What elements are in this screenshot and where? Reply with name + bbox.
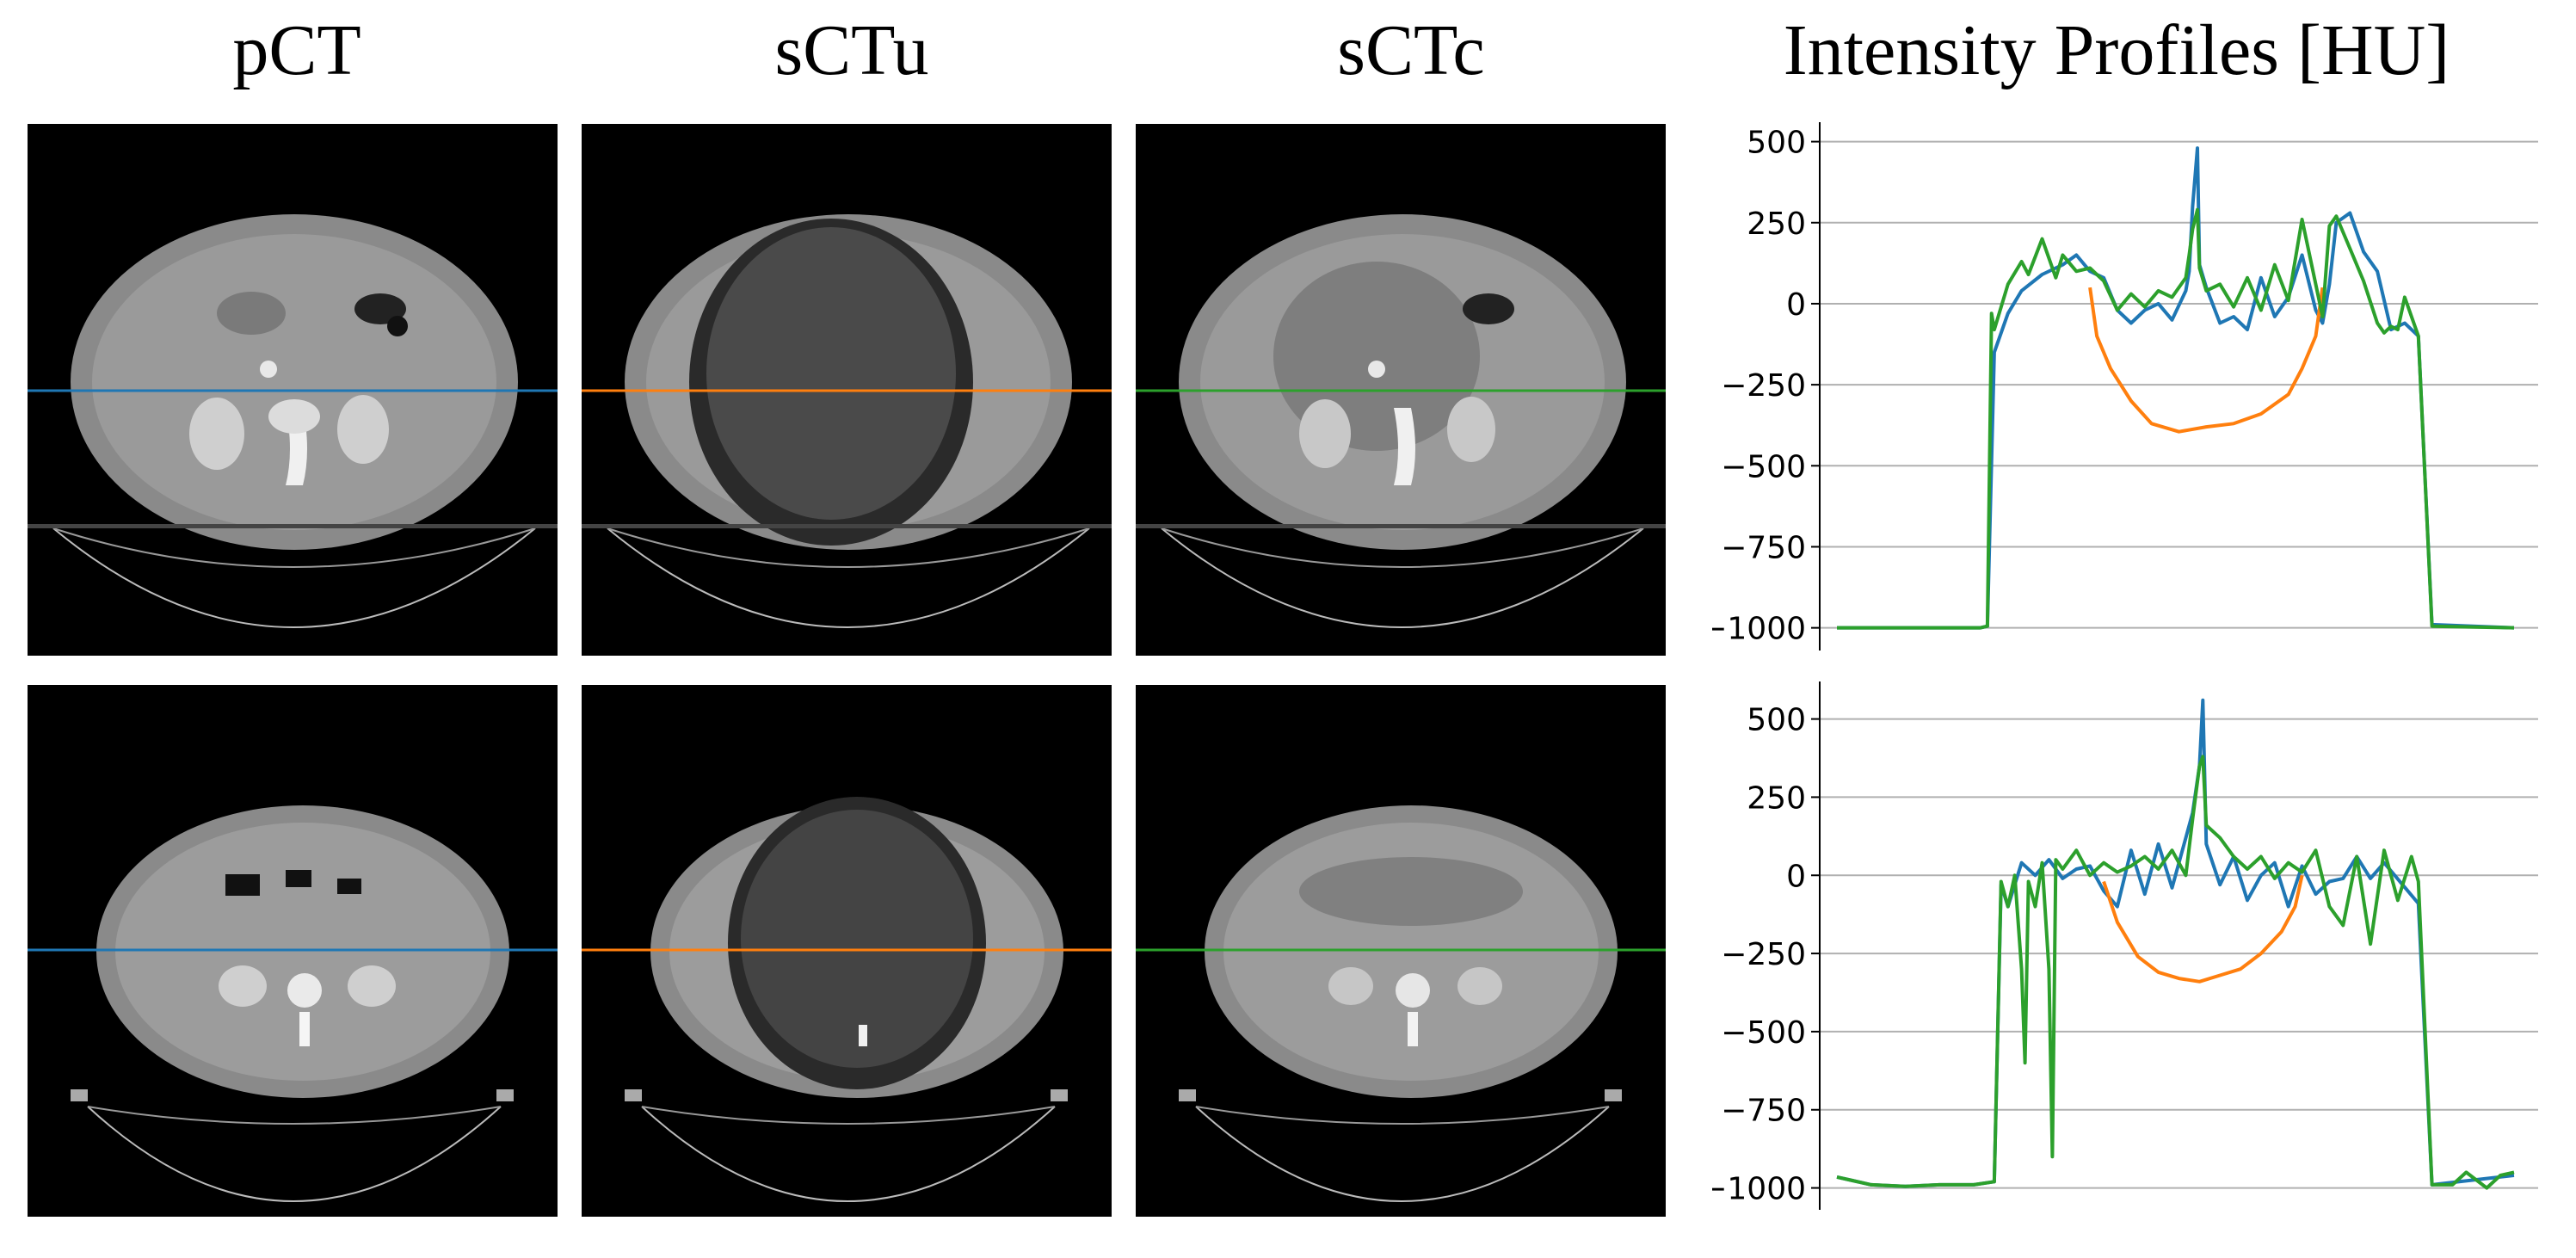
series-line-0 bbox=[1836, 698, 2515, 1188]
ct-slice-pct-row2 bbox=[28, 805, 558, 1202]
series-line-0 bbox=[1837, 146, 2515, 630]
ct-slice-sctc-row1 bbox=[1136, 214, 1666, 628]
ct-slice-sctu-row1 bbox=[582, 214, 1112, 628]
ct-slice-sctu-row2 bbox=[582, 797, 1112, 1202]
column-title-sctc: sCTc bbox=[1337, 10, 1485, 90]
y-tick-label: 0 bbox=[1786, 859, 1806, 894]
y-tick-label: 0 bbox=[1786, 287, 1806, 323]
column-title-pct: pCT bbox=[232, 10, 361, 90]
ct-slice-pct-row1 bbox=[28, 214, 558, 628]
ct-slice-sctc-row2 bbox=[1136, 805, 1666, 1202]
y-tick-label: 250 bbox=[1747, 780, 1806, 816]
ct-image-sctc-row1 bbox=[1136, 124, 1666, 656]
intensity-profile-chart-row2: 500 250 0 −250 −500 −750 −1000 bbox=[1712, 681, 2538, 1210]
series-line-1 bbox=[2102, 874, 2304, 984]
series-line-1 bbox=[2088, 287, 2325, 434]
series-line-2 bbox=[1836, 755, 2515, 1190]
y-tick-label: −250 bbox=[1721, 368, 1806, 404]
y-tick-label: −250 bbox=[1721, 937, 1806, 972]
y-tick-label: −750 bbox=[1721, 1094, 1806, 1129]
ct-image-pct-row2 bbox=[28, 685, 558, 1217]
ct-image-pct-row1 bbox=[28, 124, 558, 656]
y-tick-label: −500 bbox=[1721, 449, 1806, 484]
y-tick-label: 500 bbox=[1747, 703, 1806, 738]
ct-image-sctu-row2 bbox=[582, 685, 1112, 1217]
column-title-sctu: sCTu bbox=[774, 10, 929, 90]
y-tick-label: −1000 bbox=[1712, 612, 1806, 647]
y-tick-label: 250 bbox=[1747, 207, 1806, 242]
y-tick-label: 500 bbox=[1747, 126, 1806, 161]
ct-image-sctu-row1 bbox=[582, 124, 1112, 656]
column-title-profiles: Intensity Profiles [HU] bbox=[1783, 10, 2450, 90]
y-tick-label: −750 bbox=[1721, 530, 1806, 565]
series-line-2 bbox=[1837, 207, 2515, 630]
y-tick-label: −1000 bbox=[1712, 1172, 1806, 1207]
y-tick-label: −500 bbox=[1721, 1015, 1806, 1051]
ct-image-sctc-row2 bbox=[1136, 685, 1666, 1217]
intensity-profile-chart-row1: 500 250 0 −250 −500 −750 −1000 bbox=[1712, 122, 2538, 651]
